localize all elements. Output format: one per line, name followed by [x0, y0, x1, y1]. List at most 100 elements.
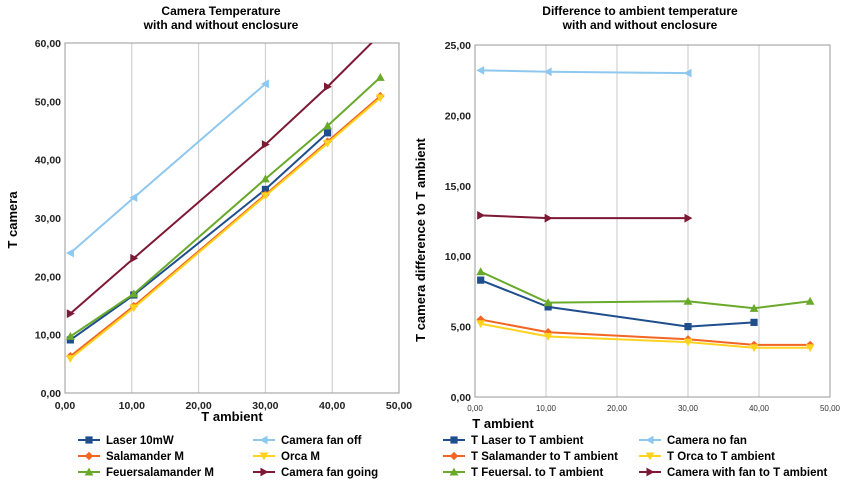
data-point: [749, 303, 759, 312]
legend-label: Camera fan off: [281, 435, 362, 447]
legend-item: Camera no fan: [639, 435, 747, 447]
legend-marker: [645, 435, 654, 445]
data-point: [261, 192, 270, 201]
legend-item: Camera with fan to T ambient: [639, 467, 828, 479]
series-t-feuersal.-to-t-ambient: [476, 267, 815, 312]
data-point: [476, 65, 485, 75]
y-tick-label: 25,00: [445, 40, 471, 52]
data-point: [324, 82, 332, 92]
series-line: [69, 132, 329, 341]
legend-marker: [84, 467, 94, 476]
data-point: [749, 344, 759, 353]
legend-marker: [449, 467, 459, 476]
series-line: [69, 95, 381, 358]
data-point: [750, 318, 758, 326]
x-tick-label: 50,00: [386, 400, 412, 412]
x-tick-label: 40,00: [749, 404, 770, 413]
data-point: [323, 139, 332, 148]
series-camera-fan-off: [65, 79, 269, 258]
y-tick-label: 40,00: [35, 155, 61, 167]
chart-1-subtitle: with and without enclosure: [143, 18, 299, 32]
data-point: [261, 79, 269, 89]
data-point: [683, 68, 692, 78]
data-point: [477, 276, 485, 284]
chart-2-legend: T Laser to T ambient Camera no fan T Salam…: [443, 435, 828, 479]
y-tick-label: 15,00: [445, 181, 471, 193]
chart-2-subtitle: with and without enclosure: [562, 18, 718, 32]
series-camera-with-fan-to-t-ambient: [477, 210, 693, 223]
data-point: [377, 30, 385, 39]
series-camera-no-fan: [476, 65, 692, 78]
data-point: [323, 121, 332, 130]
legend-marker: [259, 435, 268, 445]
legend-marker: [260, 467, 269, 477]
legend-item: T Salamander to T ambient: [443, 451, 618, 463]
chart-2: 0,00 10,00 20,00 30,00 40,00 50,00 0,00 5,00 10,…: [443, 40, 841, 479]
legend-marker: [646, 467, 655, 477]
data-point: [683, 296, 693, 305]
x-tick-label: 40,00: [319, 400, 345, 412]
legend-marker: [84, 451, 94, 461]
chart-1-x-axis-label: T ambient: [201, 409, 263, 424]
data-point: [129, 289, 139, 298]
series-line: [69, 43, 373, 315]
y-tick-label: 0,00: [451, 392, 472, 404]
data-point: [129, 193, 138, 202]
data-point: [261, 185, 269, 194]
legend-label: T Salamander to T ambient: [471, 451, 618, 463]
y-tick-label: 30,00: [35, 213, 61, 225]
data-point: [323, 129, 332, 137]
legend-marker: [259, 452, 269, 461]
data-point: [261, 174, 270, 183]
data-point: [375, 73, 385, 81]
data-point: [129, 304, 139, 313]
y-tick-label: 50,00: [35, 96, 61, 108]
series-line: [480, 270, 811, 310]
legend-item: Camera fan off: [253, 435, 362, 447]
legend-marker: [85, 436, 93, 444]
chart-1-title: Camera Temperature: [161, 4, 280, 18]
x-tick-label: 10,00: [536, 404, 557, 413]
legend-item: Laser 10mW: [78, 435, 174, 447]
legend-label: T Orca to T ambient: [667, 451, 775, 463]
legend-item: T Orca to T ambient: [639, 451, 775, 463]
legend-label: T Laser to T ambient: [471, 435, 584, 447]
series-t-orca-to-t-ambient: [476, 320, 815, 353]
chart-1-legend: Laser 10mW Camera fan off Salamander M Orca…: [78, 435, 378, 479]
legend-item: T Feuersal. to T ambient: [443, 467, 603, 479]
data-point: [544, 303, 552, 311]
legend-label: Feuersalamander M: [106, 467, 214, 479]
data-point: [65, 332, 75, 340]
series-camera-fan-going: [66, 30, 385, 319]
data-point: [684, 323, 692, 331]
series-salamander-m: [66, 91, 385, 361]
x-tick-label: 30,00: [678, 404, 699, 413]
series-line: [480, 69, 689, 75]
legend-item: Camera fan going: [253, 467, 378, 479]
y-tick-label: 20,00: [35, 271, 61, 283]
series-orca-m: [65, 94, 385, 363]
x-tick-label: 0,00: [467, 404, 483, 413]
legend-label: Orca M: [281, 451, 320, 463]
y-tick-label: 0,00: [41, 388, 62, 400]
chart-2-plot-frame: [474, 44, 831, 398]
series-line: [480, 214, 688, 220]
legend-marker: [450, 436, 458, 444]
legend-item: T Laser to T ambient: [443, 435, 584, 447]
legend-item: Salamander M: [78, 451, 184, 463]
legend-label: Camera fan going: [281, 467, 378, 479]
legend-marker: [645, 452, 655, 461]
data-point: [477, 210, 486, 220]
data-point: [543, 67, 552, 77]
legend-label: Laser 10mW: [106, 435, 174, 447]
x-tick-label: 20,00: [185, 400, 211, 412]
chart-2-y-axis-label: T camera difference to T ambient: [413, 137, 428, 341]
y-tick-label: 5,00: [451, 322, 472, 334]
chart-2-x-axis-label: T ambient: [472, 416, 534, 431]
legend-label: T Feuersal. to T ambient: [471, 467, 603, 479]
x-tick-label: 30,00: [252, 400, 278, 412]
chart-1: 0,00 10,00 20,00 30,00 40,00 50,00 0,00 10,00 20…: [35, 30, 413, 479]
chart-1-plot-frame: [64, 42, 400, 394]
data-point: [66, 309, 75, 319]
data-point: [476, 320, 486, 329]
